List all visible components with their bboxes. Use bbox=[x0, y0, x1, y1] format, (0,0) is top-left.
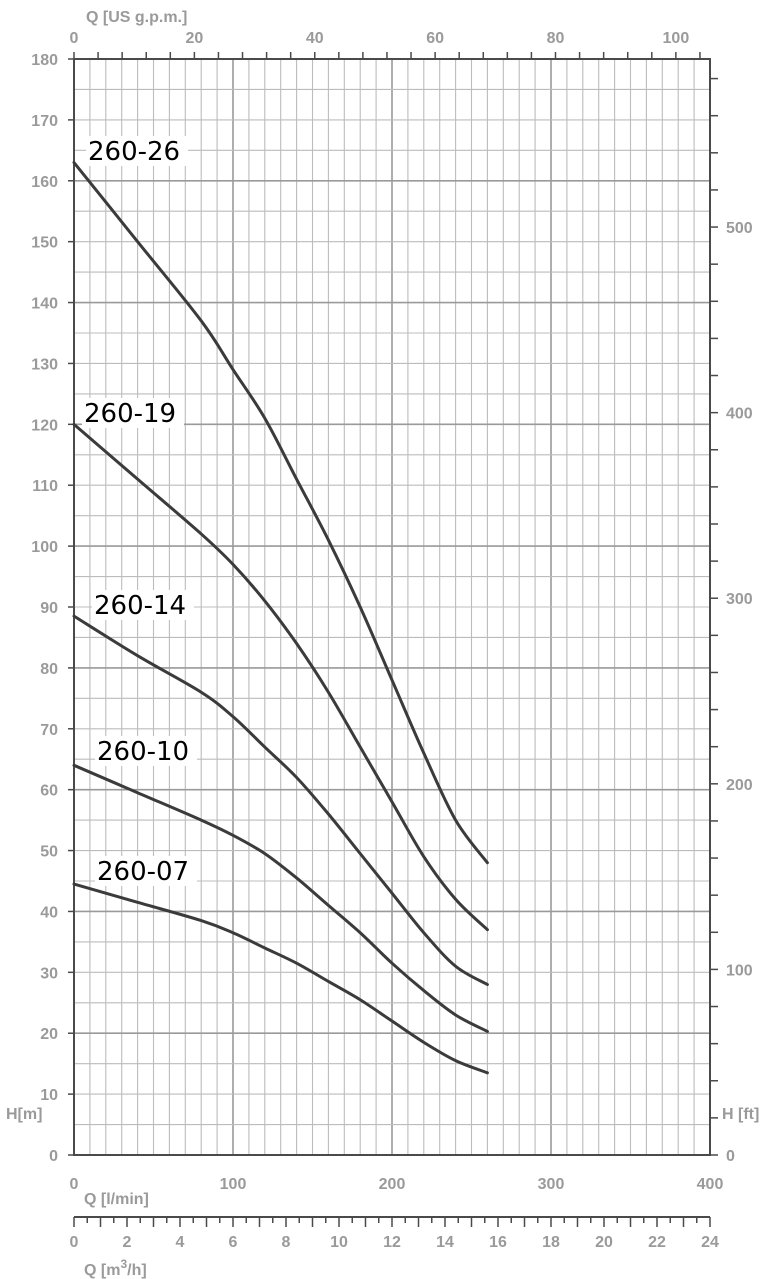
curves bbox=[72, 161, 489, 1075]
series-label-bg bbox=[86, 136, 188, 166]
y-left-tick-label: 140 bbox=[31, 296, 58, 313]
x-bottom-tick-label: 0 bbox=[70, 1176, 79, 1193]
series-label-260-14: 260-14 bbox=[94, 591, 186, 621]
y-left-tick-label: 20 bbox=[40, 1026, 58, 1043]
series-label-bg bbox=[82, 398, 184, 428]
y-left-tick-label: 50 bbox=[40, 844, 58, 861]
y-left-tick-label: 180 bbox=[31, 52, 58, 69]
x-top-tick-label: 20 bbox=[185, 30, 203, 47]
y-left-tick-label: 10 bbox=[40, 1087, 58, 1104]
y-left-axis-title: H[m] bbox=[6, 1106, 42, 1123]
x-bottom-axis-title: Q [l/min] bbox=[84, 1191, 149, 1208]
x-top-tick-label: 100 bbox=[663, 30, 690, 47]
x-m3h-tick-label: 12 bbox=[383, 1234, 401, 1251]
series-label-bg bbox=[95, 856, 197, 886]
series-label-bg bbox=[95, 736, 197, 766]
axes: 0102030405060708090100110120130140150160… bbox=[6, 9, 759, 1279]
series-label-260-07: 260-07 bbox=[97, 857, 189, 887]
y-left-tick-label: 0 bbox=[49, 1148, 58, 1165]
y-left-tick-label: 170 bbox=[31, 113, 58, 130]
curve-260-07 bbox=[72, 882, 489, 1075]
x-top-axis-title: Q [US g.p.m.] bbox=[86, 9, 187, 26]
x-m3h-tick-label: 24 bbox=[701, 1234, 719, 1251]
y-left-tick-label: 130 bbox=[31, 356, 58, 373]
curve-260-19 bbox=[72, 422, 489, 932]
series-label-260-19: 260-19 bbox=[84, 399, 176, 429]
y-right-tick-label: 100 bbox=[726, 962, 753, 979]
x-bottom-tick-label: 100 bbox=[220, 1176, 247, 1193]
x-top-tick-label: 40 bbox=[306, 30, 324, 47]
x-m3h-tick-label: 16 bbox=[489, 1234, 507, 1251]
y-left-tick-label: 60 bbox=[40, 783, 58, 800]
y-left-tick-label: 120 bbox=[31, 417, 58, 434]
curve-260-10 bbox=[72, 763, 489, 1033]
curve-260-26 bbox=[72, 161, 489, 865]
x-m3h-tick-label: 14 bbox=[436, 1234, 454, 1251]
y-right-tick-label: 0 bbox=[726, 1148, 735, 1165]
series-label-260-10: 260-10 bbox=[97, 737, 189, 767]
x-m3h-tick-label: 4 bbox=[176, 1234, 185, 1251]
series-labels: 260-26 260-19 260-14 260-10 260-07 bbox=[82, 136, 197, 887]
series-label-bg bbox=[92, 590, 194, 620]
x-m3h-tick-label: 6 bbox=[229, 1234, 238, 1251]
y-left-tick-label: 90 bbox=[40, 600, 58, 617]
y-left-tick-label: 30 bbox=[40, 965, 58, 982]
y-right-tick-label: 200 bbox=[726, 777, 753, 794]
y-left-tick-label: 100 bbox=[31, 539, 58, 556]
x-m3h-tick-label: 18 bbox=[542, 1234, 560, 1251]
y-right-tick-label: 400 bbox=[726, 406, 753, 423]
y-left-tick-label: 110 bbox=[32, 478, 58, 495]
grid bbox=[73, 58, 711, 1156]
x-bottom-tick-label: 400 bbox=[697, 1176, 724, 1193]
x-m3h-tick-label: 20 bbox=[595, 1234, 613, 1251]
x-bottom-tick-label: 200 bbox=[379, 1176, 406, 1193]
x-m3h-tick-label: 8 bbox=[282, 1234, 291, 1251]
x-bottom-tick-label: 300 bbox=[538, 1176, 565, 1193]
y-right-tick-label: 500 bbox=[726, 220, 753, 237]
curve-260-14 bbox=[72, 614, 489, 987]
x-m3h-tick-label: 10 bbox=[330, 1234, 348, 1251]
y-left-tick-label: 80 bbox=[40, 661, 58, 678]
y-left-tick-label: 40 bbox=[40, 904, 58, 921]
x-top-tick-label: 80 bbox=[547, 30, 565, 47]
x-top-tick-label: 0 bbox=[70, 30, 79, 47]
y-right-axis-title: H [ft] bbox=[722, 1106, 759, 1123]
series-label-260-26: 260-26 bbox=[88, 137, 180, 167]
y-left-tick-label: 150 bbox=[31, 235, 58, 252]
y-left-tick-label: 70 bbox=[40, 722, 58, 739]
y-left-tick-label: 160 bbox=[31, 174, 58, 191]
x-m3h-tick-label: 2 bbox=[123, 1234, 132, 1251]
x-m3h-axis-title: Q [m3/h] bbox=[84, 1257, 147, 1279]
x-m3h-tick-label: 0 bbox=[70, 1234, 79, 1251]
x-top-tick-label: 60 bbox=[426, 30, 444, 47]
y-right-tick-label: 300 bbox=[726, 591, 753, 608]
x-m3h-tick-label: 22 bbox=[648, 1234, 666, 1251]
